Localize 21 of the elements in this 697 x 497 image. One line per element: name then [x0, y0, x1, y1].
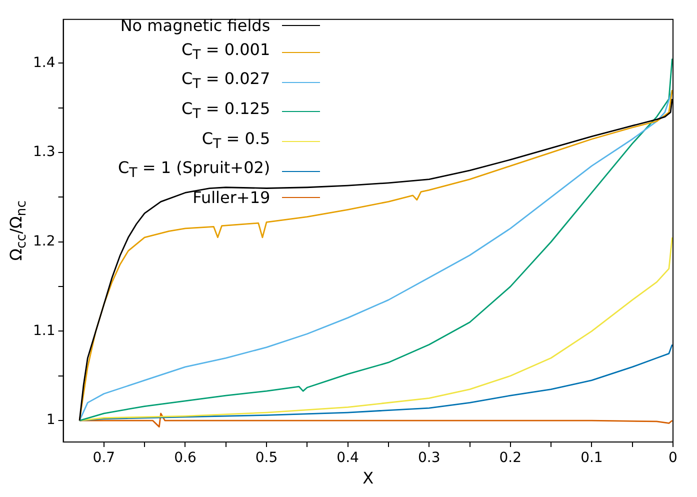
y-tick-label: 1.1 — [33, 322, 56, 339]
legend-label: No magnetic fields — [120, 15, 270, 37]
y-tick-label: 1 — [46, 412, 56, 428]
x-tick-label: 0.1 — [580, 450, 603, 466]
x-tick-label: 0.6 — [174, 450, 196, 466]
legend-label: C$_{T}$ = 1 (Spruit+02) — [118, 157, 270, 184]
x-tick-label: 0 — [668, 450, 678, 466]
legend-label: C$_{T}$ = 0.125 — [181, 98, 270, 124]
y-tick-label: 1.4 — [33, 54, 56, 71]
x-tick-label: 0.3 — [418, 450, 440, 466]
x-tick-label: 0.7 — [92, 450, 116, 466]
x-tick-label: 0.4 — [336, 450, 360, 466]
legend-label: C$_{T}$ = 0.5 — [202, 128, 270, 154]
x-tick-label: 0.5 — [255, 450, 278, 466]
legend-label: C$_{T}$ = 0.027 — [181, 68, 270, 94]
legend-label: C$_{T}$ = 0.001 — [181, 38, 270, 65]
legend-label: Fuller+19 — [192, 186, 270, 209]
x-tick-label: 0.2 — [499, 450, 522, 466]
x-axis-title: X — [362, 468, 374, 488]
y-tick-label: 1.2 — [33, 234, 56, 250]
y-tick-label: 1.3 — [33, 144, 56, 160]
